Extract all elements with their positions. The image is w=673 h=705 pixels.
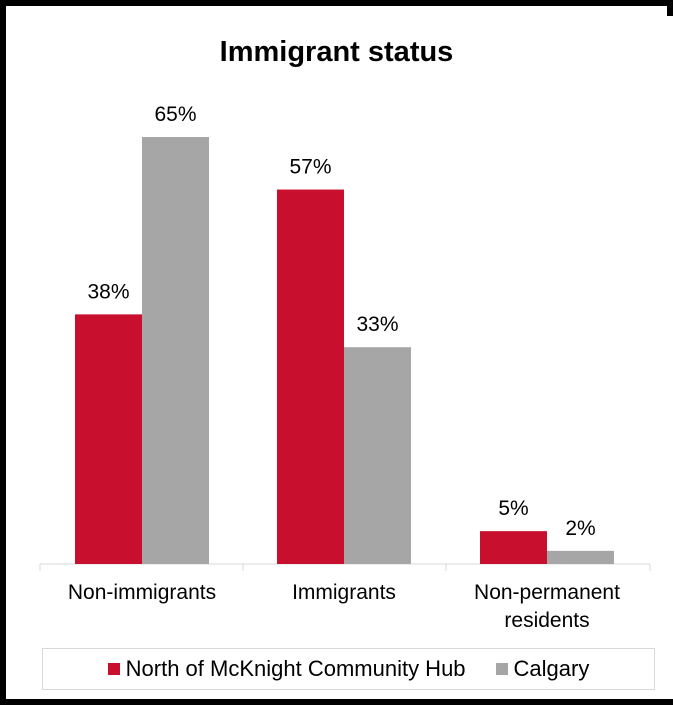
- bar-calgary-0: [142, 137, 209, 564]
- data-label-calgary-0: 65%: [154, 103, 196, 126]
- legend-swatch-north-mcknight: [107, 663, 120, 675]
- bar-north-mcknight-2: [480, 531, 547, 564]
- data-label-calgary-2: 2%: [565, 517, 595, 540]
- category-label-0: Non-immigrants: [68, 581, 216, 604]
- data-label-north-mcknight-1: 57%: [289, 156, 331, 179]
- bar-north-mcknight-0: [75, 314, 142, 564]
- legend-label-calgary: Calgary: [513, 656, 590, 681]
- data-label-north-mcknight-0: 38%: [87, 280, 129, 303]
- data-label-calgary-1: 33%: [356, 313, 398, 336]
- data-label-north-mcknight-2: 5%: [498, 497, 528, 520]
- bar-calgary-2: [547, 550, 614, 564]
- legend-item-calgary: Calgary: [495, 656, 590, 682]
- category-label-2: residents: [504, 609, 589, 632]
- category-label-2: Non-permanent: [474, 581, 620, 604]
- category-label-1: Immigrants: [292, 581, 396, 604]
- chart-legend: North of McKnight Community Hub Calgary: [42, 648, 655, 690]
- legend-label-north-mcknight: North of McKnight Community Hub: [125, 656, 466, 681]
- legend-item-north-mcknight: North of McKnight Community Hub: [107, 656, 466, 682]
- bar-north-mcknight-1: [277, 189, 344, 565]
- bar-calgary-1: [344, 347, 411, 564]
- legend-swatch-calgary: [495, 663, 508, 675]
- chart-title: Immigrant status: [219, 36, 454, 68]
